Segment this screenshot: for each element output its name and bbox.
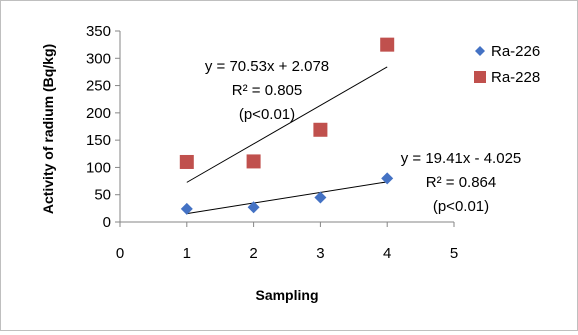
x-tick-label: 4 — [383, 245, 391, 262]
point-ra-228 — [246, 154, 261, 169]
annotation-ra-228: y = 70.53x + 2.078 — [205, 58, 329, 75]
legend-label: Ra-228 — [491, 69, 540, 86]
y-ticks: 0 50 100 150 200 250 300 350 — [86, 23, 120, 231]
y-tick-label: 50 — [94, 187, 111, 204]
annotation-ra-226: (p<0.01) — [433, 198, 489, 215]
point-ra-228 — [179, 154, 194, 169]
legend-marker — [475, 46, 485, 56]
point-ra-226 — [314, 191, 327, 204]
trendlines — [186, 66, 388, 215]
y-tick-label: 200 — [86, 105, 111, 122]
point-ra-226 — [381, 172, 394, 185]
y-tick-label: 0 — [103, 214, 111, 231]
y-tick-label: 100 — [86, 159, 111, 176]
point-ra-226 — [247, 201, 260, 214]
y-tick-label: 350 — [86, 23, 111, 40]
legend-label: Ra-226 — [491, 43, 540, 60]
x-tick-label: 1 — [183, 245, 191, 262]
point-ra-226 — [180, 202, 193, 215]
point-ra-228 — [313, 122, 328, 137]
x-ticks: 0 1 2 3 4 5 — [116, 222, 458, 262]
y-tick-label: 300 — [86, 50, 111, 67]
legend: Ra-226 Ra-228 — [474, 43, 540, 86]
y-axis-title: Activity of radium (Bq/kg) — [40, 44, 56, 214]
y-tick-label: 150 — [86, 132, 111, 149]
chart-svg: 0 50 100 150 200 250 300 350 0 1 2 3 4 5 Activity of… — [40, 23, 540, 303]
x-tick-label: 3 — [316, 245, 324, 262]
legend-marker — [474, 71, 486, 83]
trendline-ra-226 — [186, 181, 388, 215]
point-ra-228 — [380, 37, 395, 52]
annotation-ra-228: (p<0.01) — [239, 106, 295, 123]
data-points — [179, 37, 395, 215]
annotation-ra-228: R² = 0.805 — [232, 82, 302, 99]
plot-area: 0 50 100 150 200 250 300 350 0 1 2 3 4 5 — [86, 23, 458, 262]
x-tick-label: 2 — [249, 245, 257, 262]
x-tick-label: 0 — [116, 245, 124, 262]
annotation-ra-226: y = 19.41x - 4.025 — [401, 150, 522, 167]
trendline-annotations: y = 19.41x - 4.025 R² = 0.864 (p<0.01) y = … — [205, 58, 521, 215]
x-axis-title: Sampling — [255, 287, 318, 303]
trendline-ra-228 — [186, 66, 388, 183]
y-tick-label: 250 — [86, 78, 111, 95]
x-tick-label: 5 — [450, 245, 458, 262]
annotation-ra-226: R² = 0.864 — [426, 174, 496, 191]
